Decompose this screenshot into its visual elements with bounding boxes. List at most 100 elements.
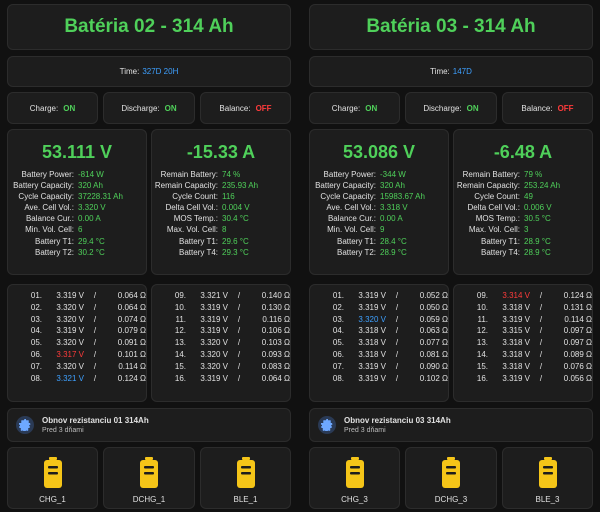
separator: / [539, 373, 543, 383]
cells-card-a: 01. 3.319 V / 0.052 Ω 02. 3.319 V / 0.050 Ω 03. 3… [309, 284, 449, 402]
battery-icon [538, 457, 557, 488]
cell-number: 06. [30, 349, 42, 359]
cell-row: 16. 3.319 V / 0.064 Ω [152, 373, 290, 385]
cell-resistance: 0.106 Ω [261, 326, 290, 336]
info-key: Remain Capacity: [456, 181, 520, 191]
ble-button[interactable]: BLE_1 [200, 447, 291, 509]
charge-status[interactable]: Charge: ON [7, 92, 98, 124]
cells-card-b: 09. 3.321 V / 0.140 Ω 10. 3.319 V / 0.130 Ω 11. 3… [151, 284, 291, 402]
info-value: 30.2 °C [78, 247, 105, 257]
cell-voltage: 3.320 V [200, 338, 228, 348]
cell-voltage: 3.319 V [358, 302, 386, 312]
info-value: 8 [222, 225, 227, 235]
chg-button[interactable]: CHG_3 [309, 447, 400, 509]
gear-icon [16, 416, 34, 434]
cell-voltage: 3.319 V [56, 291, 84, 300]
cell-voltage: 3.318 V [502, 338, 530, 348]
separator: / [93, 349, 97, 359]
cell-voltage: 3.318 V [358, 326, 386, 336]
cell-resistance: 0.089 Ω [563, 349, 592, 359]
battery-icon [140, 457, 158, 488]
charge-status[interactable]: Charge: ON [309, 92, 400, 124]
info-key: Ave. Cell Vol.: [326, 203, 376, 213]
info-row: Cycle Capacity: 15983.67 Ah [310, 191, 448, 202]
cell-row: 09. 3.321 V / 0.140 Ω [152, 290, 290, 302]
separator: / [93, 291, 97, 300]
info-key: Max. Vol. Cell: [166, 225, 218, 235]
cell-voltage: 3.318 V [358, 349, 386, 359]
current-value: -15.33 A [186, 142, 256, 162]
info-row: Delta Cell Vol.: 0.004 V [152, 202, 290, 213]
info-row: Remain Battery: 74 % [152, 169, 290, 180]
cell-row: 04. 3.319 V / 0.079 Ω [8, 325, 146, 337]
cell-voltage: 3.321 V [200, 291, 228, 300]
cell-number: 02. [332, 302, 344, 312]
info-key: Battery T4: [481, 247, 520, 257]
cell-resistance: 0.091 Ω [117, 338, 146, 348]
info-value: 28.4 °C [380, 236, 407, 246]
cell-number: 04. [30, 326, 42, 336]
cell-voltage: 3.318 V [358, 338, 386, 348]
current-card: -15.33 A Remain Battery: 74 % Remain Capac… [151, 129, 291, 275]
cell-row: 14. 3.320 V / 0.093 Ω [152, 349, 290, 361]
separator: / [539, 291, 543, 300]
cell-row: 09. 3.314 V / 0.124 Ω [454, 290, 592, 302]
info-key: Remain Battery: [160, 170, 218, 179]
info-list-right: Remain Battery: 74 % Remain Capacity: 235.9… [152, 169, 290, 258]
discharge-label: Discharge: [423, 103, 462, 113]
ble-button[interactable]: BLE_3 [502, 447, 593, 509]
separator: / [237, 291, 241, 300]
discharge-value: ON [164, 103, 177, 113]
dchg-button[interactable]: DCHG_1 [103, 447, 195, 509]
cell-resistance: 0.076 Ω [563, 361, 592, 371]
cell-voltage: 3.319 V [200, 302, 228, 312]
cell-row: 05. 3.320 V / 0.091 Ω [8, 337, 146, 349]
info-value: 29.3 °C [222, 247, 249, 257]
info-key: Cycle Capacity: [18, 192, 74, 202]
balance-status[interactable]: Balance: OFF [200, 92, 291, 124]
cell-list-b: 09. 3.314 V / 0.124 Ω 10. 3.318 V / 0.131 Ω 11. 3… [454, 285, 592, 384]
title-card: Batéria 03 - 314 Ah [309, 4, 593, 50]
cell-number: 02. [30, 302, 42, 312]
separator: / [237, 326, 241, 336]
cell-row: 07. 3.320 V / 0.114 Ω [8, 361, 146, 373]
info-key: Battery Power: [21, 170, 74, 179]
cell-number: 14. [476, 349, 488, 359]
info-key: Battery T1: [337, 236, 376, 246]
cell-resistance: 0.064 Ω [117, 291, 146, 300]
info-row: MOS Temp.: 30.4 °C [152, 213, 290, 224]
notification-time: Pred 3 dňami [42, 427, 84, 434]
voltage-card: 53.111 V Battery Power: -814 W Battery Cap… [7, 129, 147, 275]
info-value: 37228.31 Ah [78, 192, 123, 202]
cell-resistance: 0.064 Ω [117, 302, 146, 312]
cell-voltage: 3.319 V [200, 326, 228, 336]
notification-title: Obnov rezistanciu 03 314Ah [344, 416, 451, 425]
separator: / [395, 361, 399, 371]
battery-icon [43, 457, 62, 488]
cell-row: 04. 3.318 V / 0.063 Ω [310, 325, 448, 337]
notification[interactable]: Obnov rezistanciu 03 314Ah Pred 3 dňami [309, 408, 593, 442]
cell-row: 10. 3.319 V / 0.130 Ω [152, 302, 290, 314]
cell-number: 14. [174, 349, 186, 359]
discharge-status[interactable]: Discharge: ON [103, 92, 195, 124]
notification[interactable]: Obnov rezistanciu 01 314Ah Pred 3 dňami [7, 408, 291, 442]
cell-list-b: 09. 3.321 V / 0.140 Ω 10. 3.319 V / 0.130 Ω 11. 3… [152, 285, 290, 384]
discharge-status[interactable]: Discharge: ON [405, 92, 497, 124]
cell-row: 01. 3.319 V / 0.064 Ω [8, 290, 146, 302]
info-key: Battery T1: [35, 236, 74, 246]
cell-number: 07. [30, 361, 42, 371]
info-row: MOS Temp.: 30.5 °C [454, 213, 592, 224]
cell-number: 09. [174, 291, 186, 300]
cell-resistance: 0.130 Ω [261, 302, 290, 312]
separator: / [395, 326, 399, 336]
cell-list-a: 01. 3.319 V / 0.052 Ω 02. 3.319 V / 0.050 Ω 03. 3… [310, 285, 448, 384]
info-row: Battery T2: 30.2 °C [8, 247, 146, 258]
info-key: Balance Cur.: [327, 214, 376, 224]
dchg-button[interactable]: DCHG_3 [405, 447, 497, 509]
charge-value: ON [365, 103, 378, 113]
cell-resistance: 0.116 Ω [262, 314, 290, 324]
info-row: Max. Vol. Cell: 3 [454, 224, 592, 235]
balance-status[interactable]: Balance: OFF [502, 92, 593, 124]
time-value: 147D [452, 67, 472, 76]
chg-button[interactable]: CHG_1 [7, 447, 98, 509]
